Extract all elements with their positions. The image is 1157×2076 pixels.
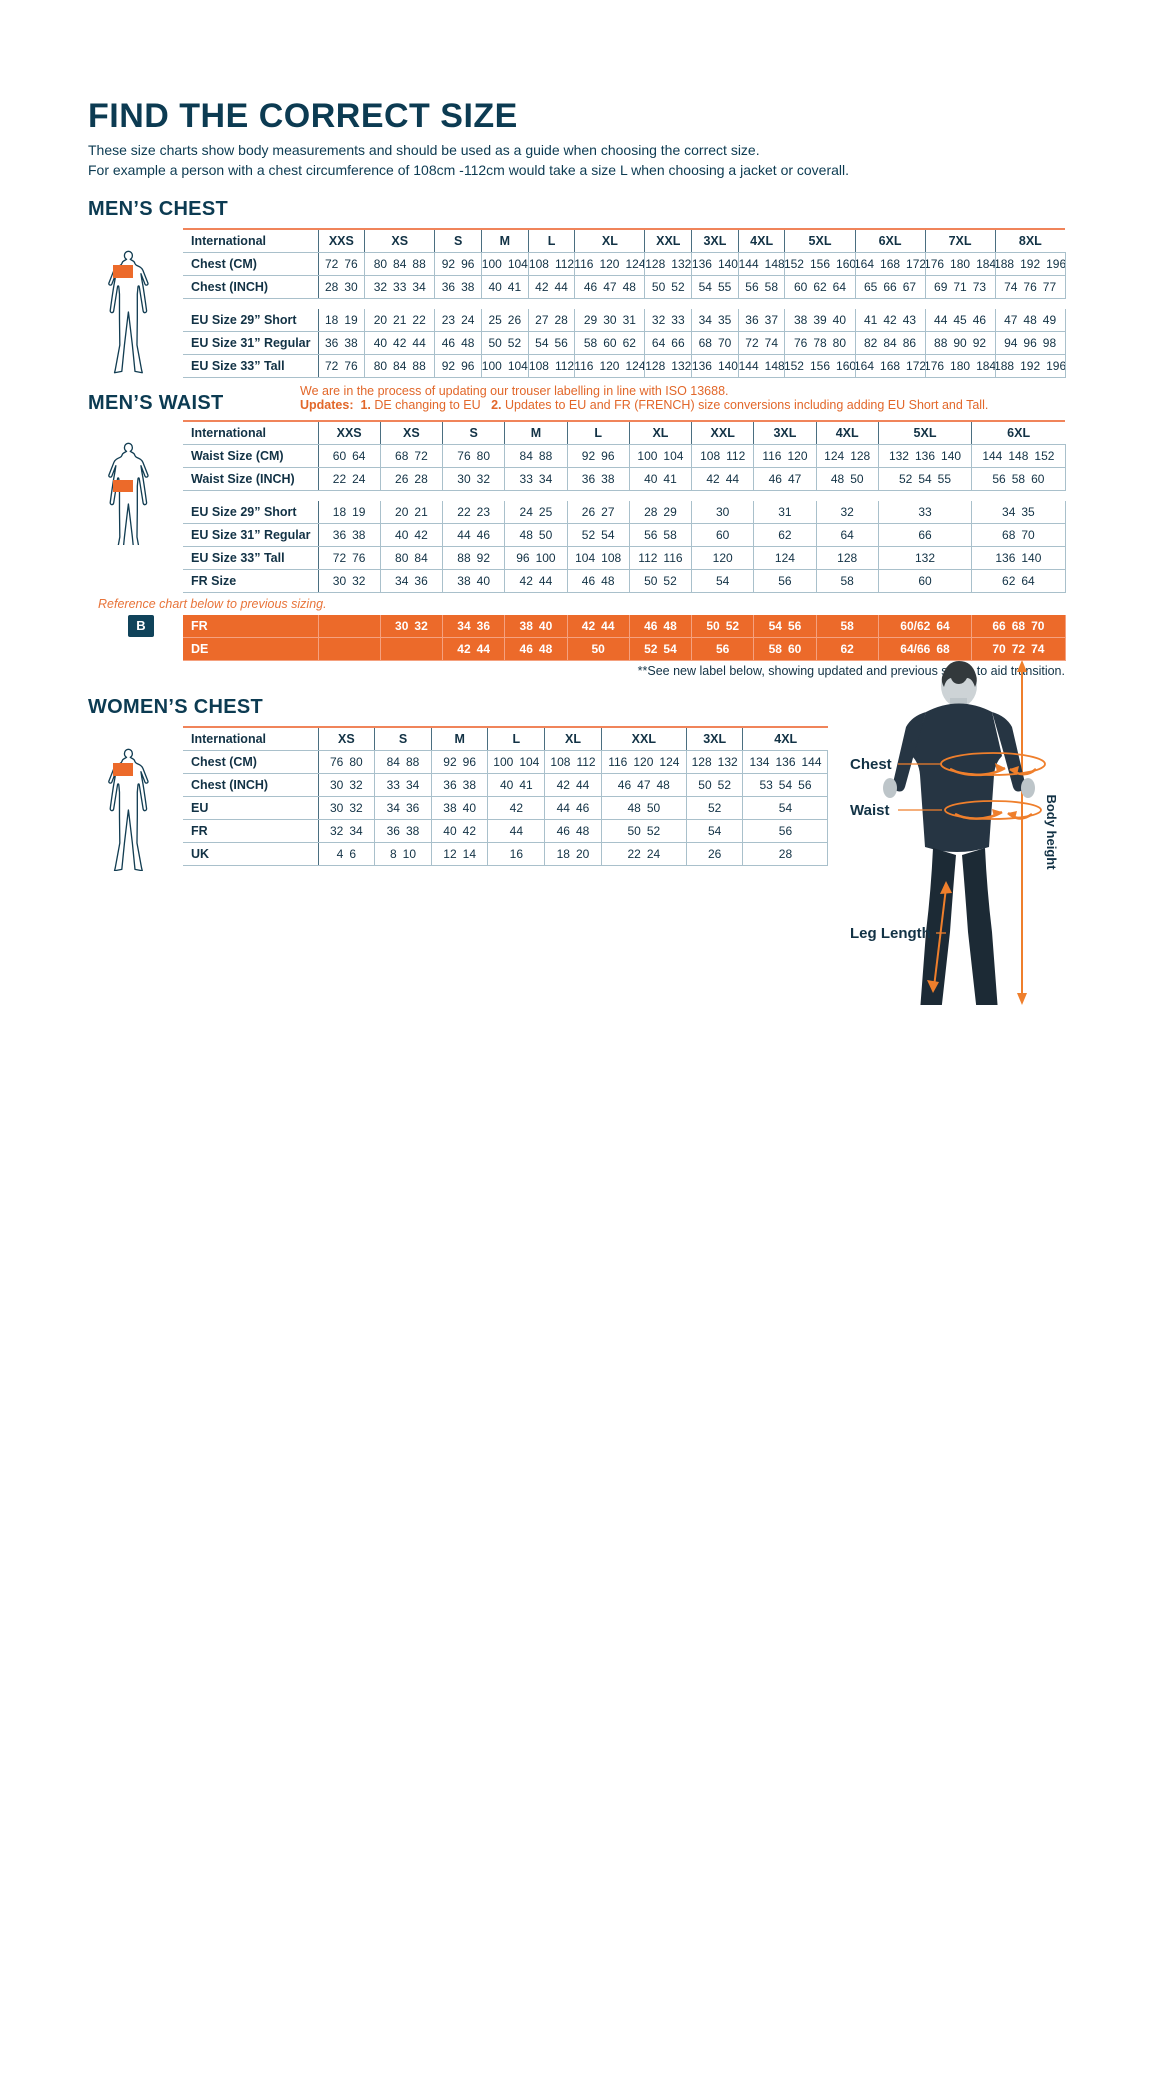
svg-text:Leg Length: Leg Length <box>850 925 931 942</box>
svg-text:Body height: Body height <box>1044 794 1059 870</box>
svg-text:Chest: Chest <box>850 756 892 773</box>
svg-text:Waist: Waist <box>850 802 889 819</box>
